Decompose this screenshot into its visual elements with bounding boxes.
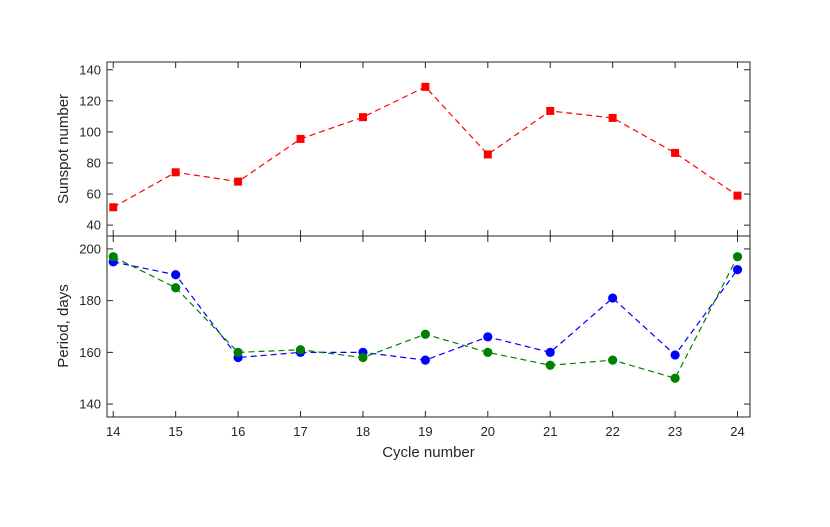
bottom-ytick-label: 200 [79,241,101,256]
bottom-series-1-point [171,283,181,293]
top-series-0-point [483,150,492,159]
bottom-ytick-label: 160 [79,345,101,360]
period-panel: 140 160 180 200 14 15 16 17 18 19 20 21 22 23 24 Period… [55,235,751,461]
bottom-xtick-label: 18 [356,424,370,439]
top-series-0-point [421,82,430,91]
bottom-series-0-point [608,293,618,303]
bottom-x-axis-label: Cycle number [382,444,475,461]
top-ytick-label: 60 [87,187,101,202]
bottom-series-0-point [670,350,680,360]
bottom-series-0-point [545,347,555,357]
bottom-xtick-label: 14 [106,424,120,439]
bottom-series-0-point [483,332,493,342]
bottom-series-1-point [670,373,680,383]
bottom-xtick-label: 17 [293,424,307,439]
top-ytick-label: 80 [87,155,101,170]
top-series-0-point [109,203,118,212]
sunspot-panel: 40 60 80 100 120 140 Sunspot number [55,61,751,237]
top-series-0-point [296,134,305,143]
bottom-xtick-label: 16 [231,424,245,439]
top-ytick-label: 100 [79,124,101,139]
bottom-series-1-point [295,345,306,355]
top-series-0-line [112,86,738,208]
bottom-xtick-label: 23 [668,424,682,439]
top-series-0-point [608,113,617,122]
top-ytick-label: 40 [87,218,101,233]
bottom-xtick-label: 24 [730,424,744,439]
bottom-series-1-point [358,352,368,363]
bottom-series-1-point [420,329,430,339]
bottom-xtick-label: 19 [418,424,432,439]
bottom-series-0-point [732,265,743,275]
bottom-series-1-point [545,360,555,370]
top-series-0-point [733,191,742,200]
top-ytick-label: 120 [79,93,101,108]
bottom-ytick-label: 140 [79,397,101,412]
top-series-0-point [234,177,243,186]
bottom-xtick-label: 22 [605,424,619,439]
bottom-xtick-label: 15 [168,424,182,439]
bottom-series-1-point [233,347,243,357]
top-ytick-label: 140 [79,62,101,77]
bottom-series-0-line [113,261,738,361]
bottom-axes-frame [106,235,751,418]
top-series-0-point [171,168,180,177]
bottom-series-0-point [171,270,181,280]
bottom-series-1-point [108,252,118,262]
top-series-0-point [546,106,555,115]
top-series-0-point [671,148,680,157]
bottom-xtick-label: 21 [543,424,557,439]
bottom-ytick-label: 180 [79,293,101,308]
bottom-series-1-point [732,252,743,262]
bottom-series-1-point [608,355,618,365]
bottom-series-0-point [420,355,430,365]
bottom-y-axis-label: Period, days [55,284,72,367]
top-series-0-point [358,113,367,122]
top-y-axis-label: Sunspot number [55,94,72,204]
bottom-series-1-point [483,347,493,357]
bottom-xtick-label: 20 [481,424,495,439]
